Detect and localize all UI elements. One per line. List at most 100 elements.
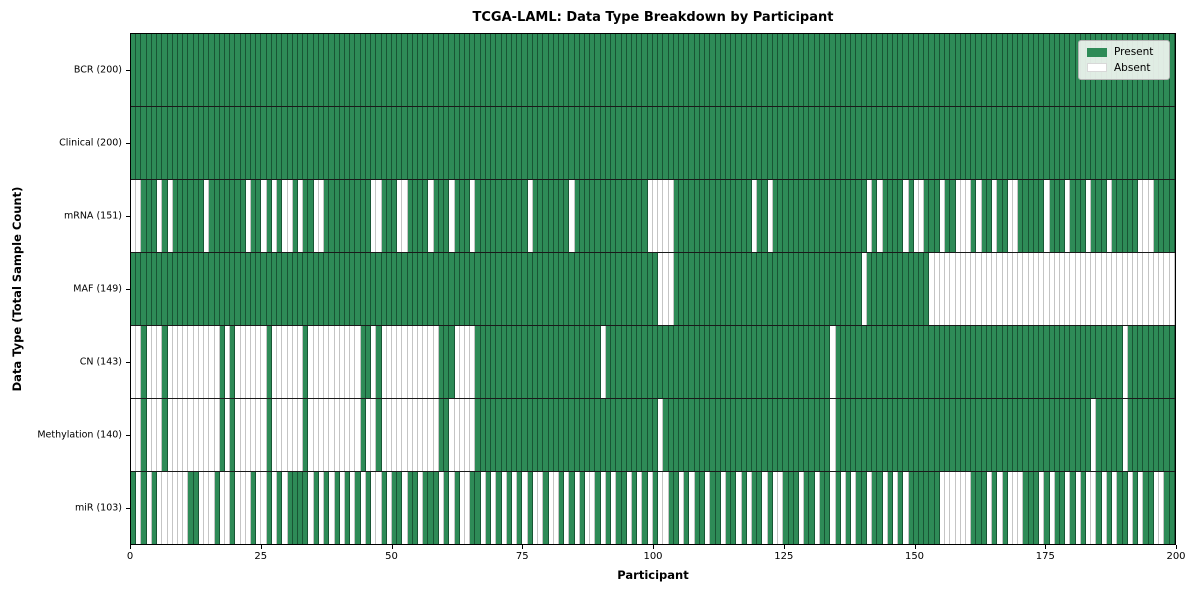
cell: [365, 253, 372, 325]
cell: [235, 34, 241, 106]
cell: [1153, 180, 1160, 252]
heatmap-plot-area: [130, 33, 1176, 545]
cell: [1122, 107, 1128, 179]
cell: [804, 107, 810, 179]
cell: [193, 180, 199, 252]
cell: [308, 180, 314, 252]
cell: [767, 399, 773, 471]
cell: [271, 180, 278, 252]
cell: [251, 472, 257, 544]
cell: [621, 253, 627, 325]
cell: [313, 180, 319, 252]
cell: [892, 107, 899, 179]
cell: [282, 34, 288, 106]
cell: [256, 472, 262, 544]
cell: [485, 34, 492, 106]
cell: [438, 34, 445, 106]
cell: [684, 180, 690, 252]
cell: [564, 34, 570, 106]
cell: [558, 34, 565, 106]
cell: [397, 326, 403, 398]
cell: [224, 472, 231, 544]
cell: [376, 326, 382, 398]
cell: [480, 180, 486, 252]
cell: [986, 180, 993, 252]
cell: [1012, 107, 1019, 179]
cell: [585, 472, 591, 544]
cell: [496, 326, 502, 398]
cell: [459, 34, 465, 106]
cell: [475, 326, 481, 398]
cell: [292, 472, 298, 544]
cell: [506, 107, 512, 179]
cell: [511, 326, 518, 398]
cell: [146, 399, 152, 471]
cell: [851, 107, 857, 179]
cell: [710, 253, 716, 325]
cell: [1007, 472, 1013, 544]
cell: [757, 326, 763, 398]
cell: [245, 326, 252, 398]
cell: [1153, 472, 1160, 544]
cell: [1127, 253, 1133, 325]
cell: [799, 107, 805, 179]
cell: [355, 34, 361, 106]
cell: [835, 253, 841, 325]
x-tick-mark: [391, 545, 393, 549]
cell: [1023, 399, 1029, 471]
cell: [872, 34, 878, 106]
cell: [647, 399, 653, 471]
cell: [172, 107, 178, 179]
cell: [402, 472, 408, 544]
cell: [689, 472, 695, 544]
cell: [1039, 253, 1045, 325]
cell: [193, 107, 199, 179]
cell: [287, 107, 293, 179]
cell: [663, 107, 669, 179]
cell: [778, 34, 784, 106]
cell: [303, 253, 309, 325]
cell: [710, 326, 716, 398]
cell: [579, 472, 586, 544]
cell: [673, 180, 679, 252]
x-tick-mark: [914, 545, 916, 549]
cell: [151, 399, 158, 471]
cell: [997, 253, 1003, 325]
cell: [344, 399, 351, 471]
cell: [1018, 253, 1024, 325]
cell: [678, 180, 685, 252]
cell: [924, 107, 930, 179]
cell: [1075, 472, 1081, 544]
cell: [324, 253, 330, 325]
cell: [1033, 253, 1040, 325]
cell: [945, 253, 951, 325]
cell: [887, 180, 893, 252]
cell: [1096, 399, 1102, 471]
cell: [548, 34, 554, 106]
cell: [256, 326, 262, 398]
cell: [762, 107, 768, 179]
cell: [694, 34, 700, 106]
cell: [997, 472, 1003, 544]
cell: [303, 472, 309, 544]
cell: [266, 253, 272, 325]
cell: [892, 34, 899, 106]
cell: [485, 472, 492, 544]
cell: [882, 326, 888, 398]
cell: [663, 399, 669, 471]
cell: [475, 180, 481, 252]
cell: [981, 34, 987, 106]
cell: [819, 399, 826, 471]
x-tick-mark: [260, 545, 262, 549]
cell: [945, 472, 951, 544]
cell: [981, 180, 987, 252]
cell: [992, 253, 998, 325]
cell: [840, 326, 846, 398]
cell: [605, 180, 612, 252]
cell: [538, 399, 544, 471]
cell: [678, 472, 685, 544]
cell: [491, 34, 497, 106]
cell: [976, 399, 982, 471]
cell: [955, 180, 961, 252]
cell: [131, 326, 137, 398]
